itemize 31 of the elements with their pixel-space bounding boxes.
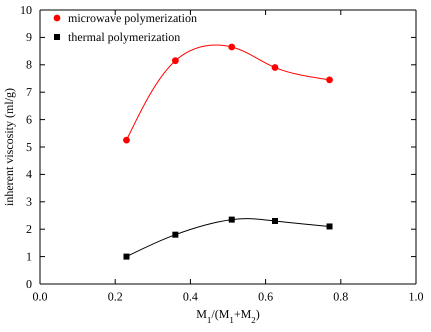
y-tick-label: 9: [26, 30, 32, 44]
legend-label: thermal polymerization: [68, 30, 180, 44]
point: [172, 57, 179, 64]
y-tick-label: 5: [26, 140, 32, 154]
y-tick-label: 7: [26, 85, 32, 100]
point: [172, 232, 178, 238]
legend-label: microwave polymerization: [68, 11, 197, 25]
y-tick-label: 2: [26, 222, 32, 236]
x-tick-label: 0.8: [333, 290, 348, 304]
y-tick-label: 0: [26, 276, 32, 291]
y-tick-label: 4: [26, 167, 32, 182]
x-tick-label: 0.6: [258, 290, 274, 304]
x-tick-label: 1.0: [408, 290, 424, 304]
x-tick-label: 0.4: [182, 290, 198, 304]
x-tick-label: 0.2: [108, 290, 123, 304]
point: [326, 223, 333, 230]
x-tick-label: 0.0: [32, 290, 48, 304]
point: [228, 44, 236, 50]
y-tick-label: 8: [26, 58, 32, 72]
point: [326, 76, 333, 84]
point: [272, 64, 278, 71]
y-axis-title: inherent viscosity (ml/g): [2, 88, 16, 206]
point: [123, 254, 130, 260]
y-tick-label: 3: [26, 194, 32, 209]
point: [123, 136, 130, 144]
y-tick-label: 1: [26, 249, 32, 264]
y-tick-label: 6: [26, 112, 32, 126]
x-axis-title: M$_{1}$/(M$_{1}$+M$_{2}$): [196, 307, 260, 325]
y-tick-label: 10: [20, 2, 32, 17]
point: [228, 216, 235, 223]
point: [272, 218, 278, 224]
